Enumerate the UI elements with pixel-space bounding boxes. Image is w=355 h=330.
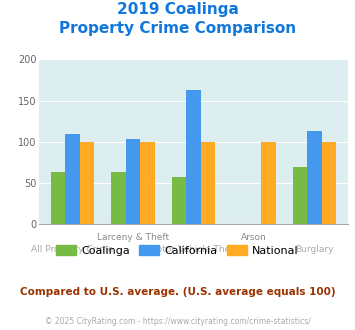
Bar [307,131,322,224]
Text: © 2025 CityRating.com - https://www.cityrating.com/crime-statistics/: © 2025 CityRating.com - https://www.city… [45,317,310,326]
Bar [172,178,186,224]
Bar [293,167,307,224]
Bar [111,172,126,224]
Text: Compared to U.S. average. (U.S. average equals 100): Compared to U.S. average. (U.S. average … [20,287,335,297]
Text: Burglary: Burglary [295,245,334,254]
Bar [140,142,155,224]
Bar [65,134,80,224]
Text: Larceny & Theft: Larceny & Theft [97,233,169,242]
Bar [50,172,65,224]
Bar [126,139,140,224]
Bar [201,142,215,224]
Bar [261,142,276,224]
Bar [80,142,94,224]
Legend: Coalinga, California, National: Coalinga, California, National [51,241,304,260]
Text: Property Crime Comparison: Property Crime Comparison [59,21,296,36]
Text: Arson: Arson [241,233,267,242]
Text: All Property Crime: All Property Crime [31,245,114,254]
Bar [186,90,201,224]
Text: 2019 Coalinga: 2019 Coalinga [116,2,239,16]
Text: Motor Vehicle Theft: Motor Vehicle Theft [149,245,237,254]
Bar [322,142,337,224]
